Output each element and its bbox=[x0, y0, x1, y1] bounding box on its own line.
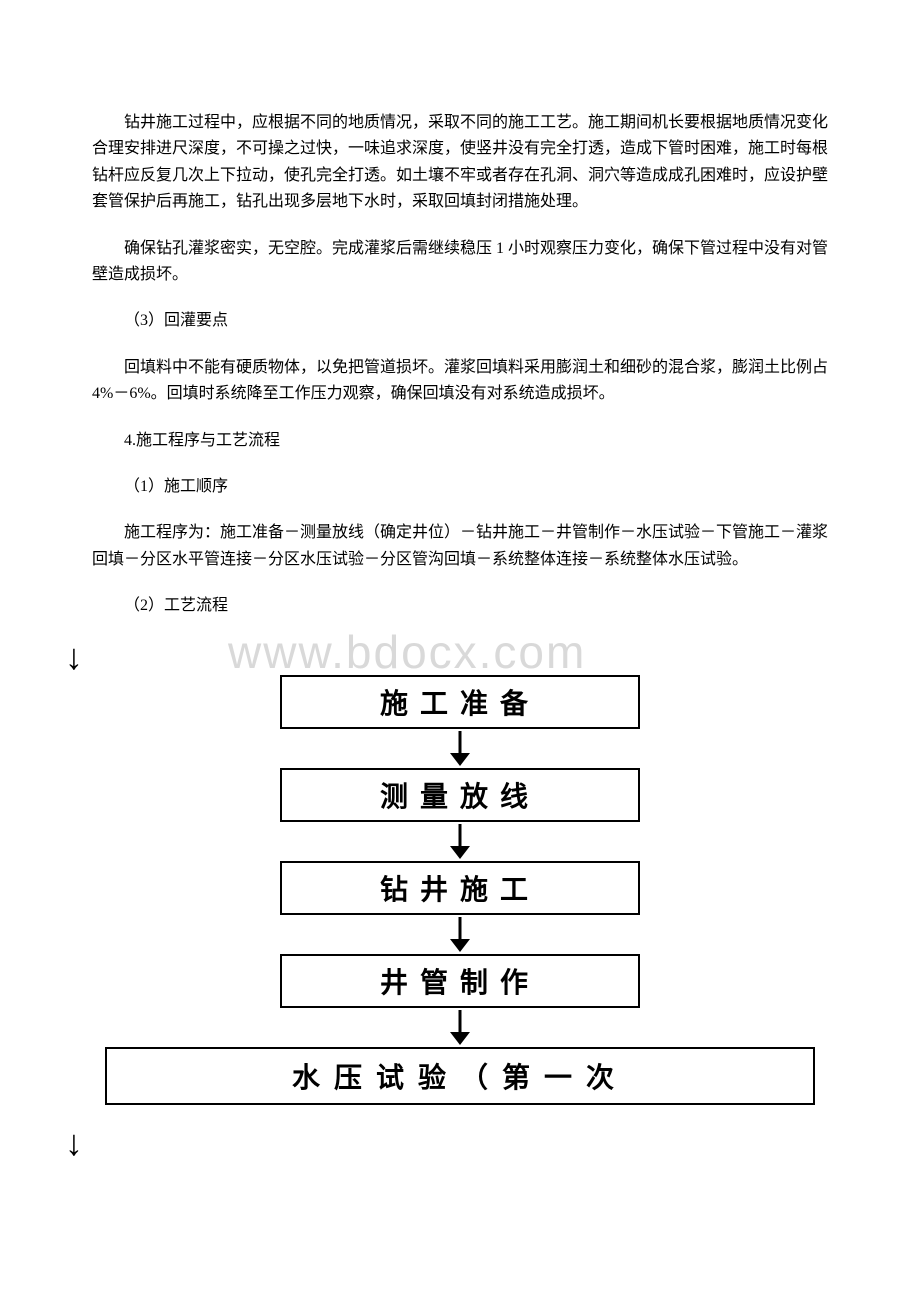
flow-arrow bbox=[105, 1010, 815, 1045]
flow-node-label: 测量放线 bbox=[380, 775, 540, 815]
flow-node-label: 施工准备 bbox=[380, 682, 540, 722]
side-arrow-top: ↓ bbox=[65, 639, 920, 675]
heading-process-flow: （2）工艺流程 bbox=[92, 593, 828, 619]
paragraph-grouting-ensure: 确保钻孔灌浆密实，无空腔。完成灌浆后需继续稳压 1 小时观察压力变化，确保下管过… bbox=[92, 236, 828, 289]
flow-node-preparation: 施工准备 bbox=[280, 675, 640, 729]
heading-backfill-points: （3）回灌要点 bbox=[92, 308, 828, 334]
flowchart-container: ↓ 施工准备 测量放线 钻井施工 bbox=[0, 639, 920, 1161]
side-arrow-bottom: ↓ bbox=[65, 1125, 920, 1161]
flow-node-pressure-test: 水压试验（第一次 bbox=[105, 1047, 815, 1105]
paragraph-procedure-list: 施工程序为：施工准备－测量放线（确定井位）－钻井施工－井管制作－水压试验－下管施… bbox=[92, 520, 828, 573]
paragraph-drilling-construction: 钻井施工过程中，应根据不同的地质情况，采取不同的施工工艺。施工期间机长要根据地质… bbox=[92, 110, 828, 216]
flow-node-label: 水压试验（第一次 bbox=[292, 1056, 628, 1096]
arrow-down-icon bbox=[445, 731, 475, 766]
flow-arrow bbox=[105, 917, 815, 952]
flow-arrow bbox=[105, 824, 815, 859]
flow-arrow bbox=[105, 731, 815, 766]
flow-node-survey: 测量放线 bbox=[280, 768, 640, 822]
flow-node-label: 钻井施工 bbox=[380, 868, 540, 908]
heading-construction-procedure: 4.施工程序与工艺流程 bbox=[92, 428, 828, 454]
flow-node-label: 井管制作 bbox=[380, 961, 540, 1001]
arrow-down-icon bbox=[445, 824, 475, 859]
heading-construction-sequence: （1）施工顺序 bbox=[92, 474, 828, 500]
flow-node-drilling: 钻井施工 bbox=[280, 861, 640, 915]
paragraph-backfill-material: 回填料中不能有硬质物体，以免把管道损坏。灌浆回填料采用膨润土和细砂的混合浆，膨润… bbox=[92, 355, 828, 408]
arrow-down-icon bbox=[445, 1010, 475, 1045]
arrow-down-icon bbox=[445, 917, 475, 952]
flowchart: 施工准备 测量放线 钻井施工 bbox=[105, 675, 815, 1105]
flow-node-pipe-making: 井管制作 bbox=[280, 954, 640, 1008]
